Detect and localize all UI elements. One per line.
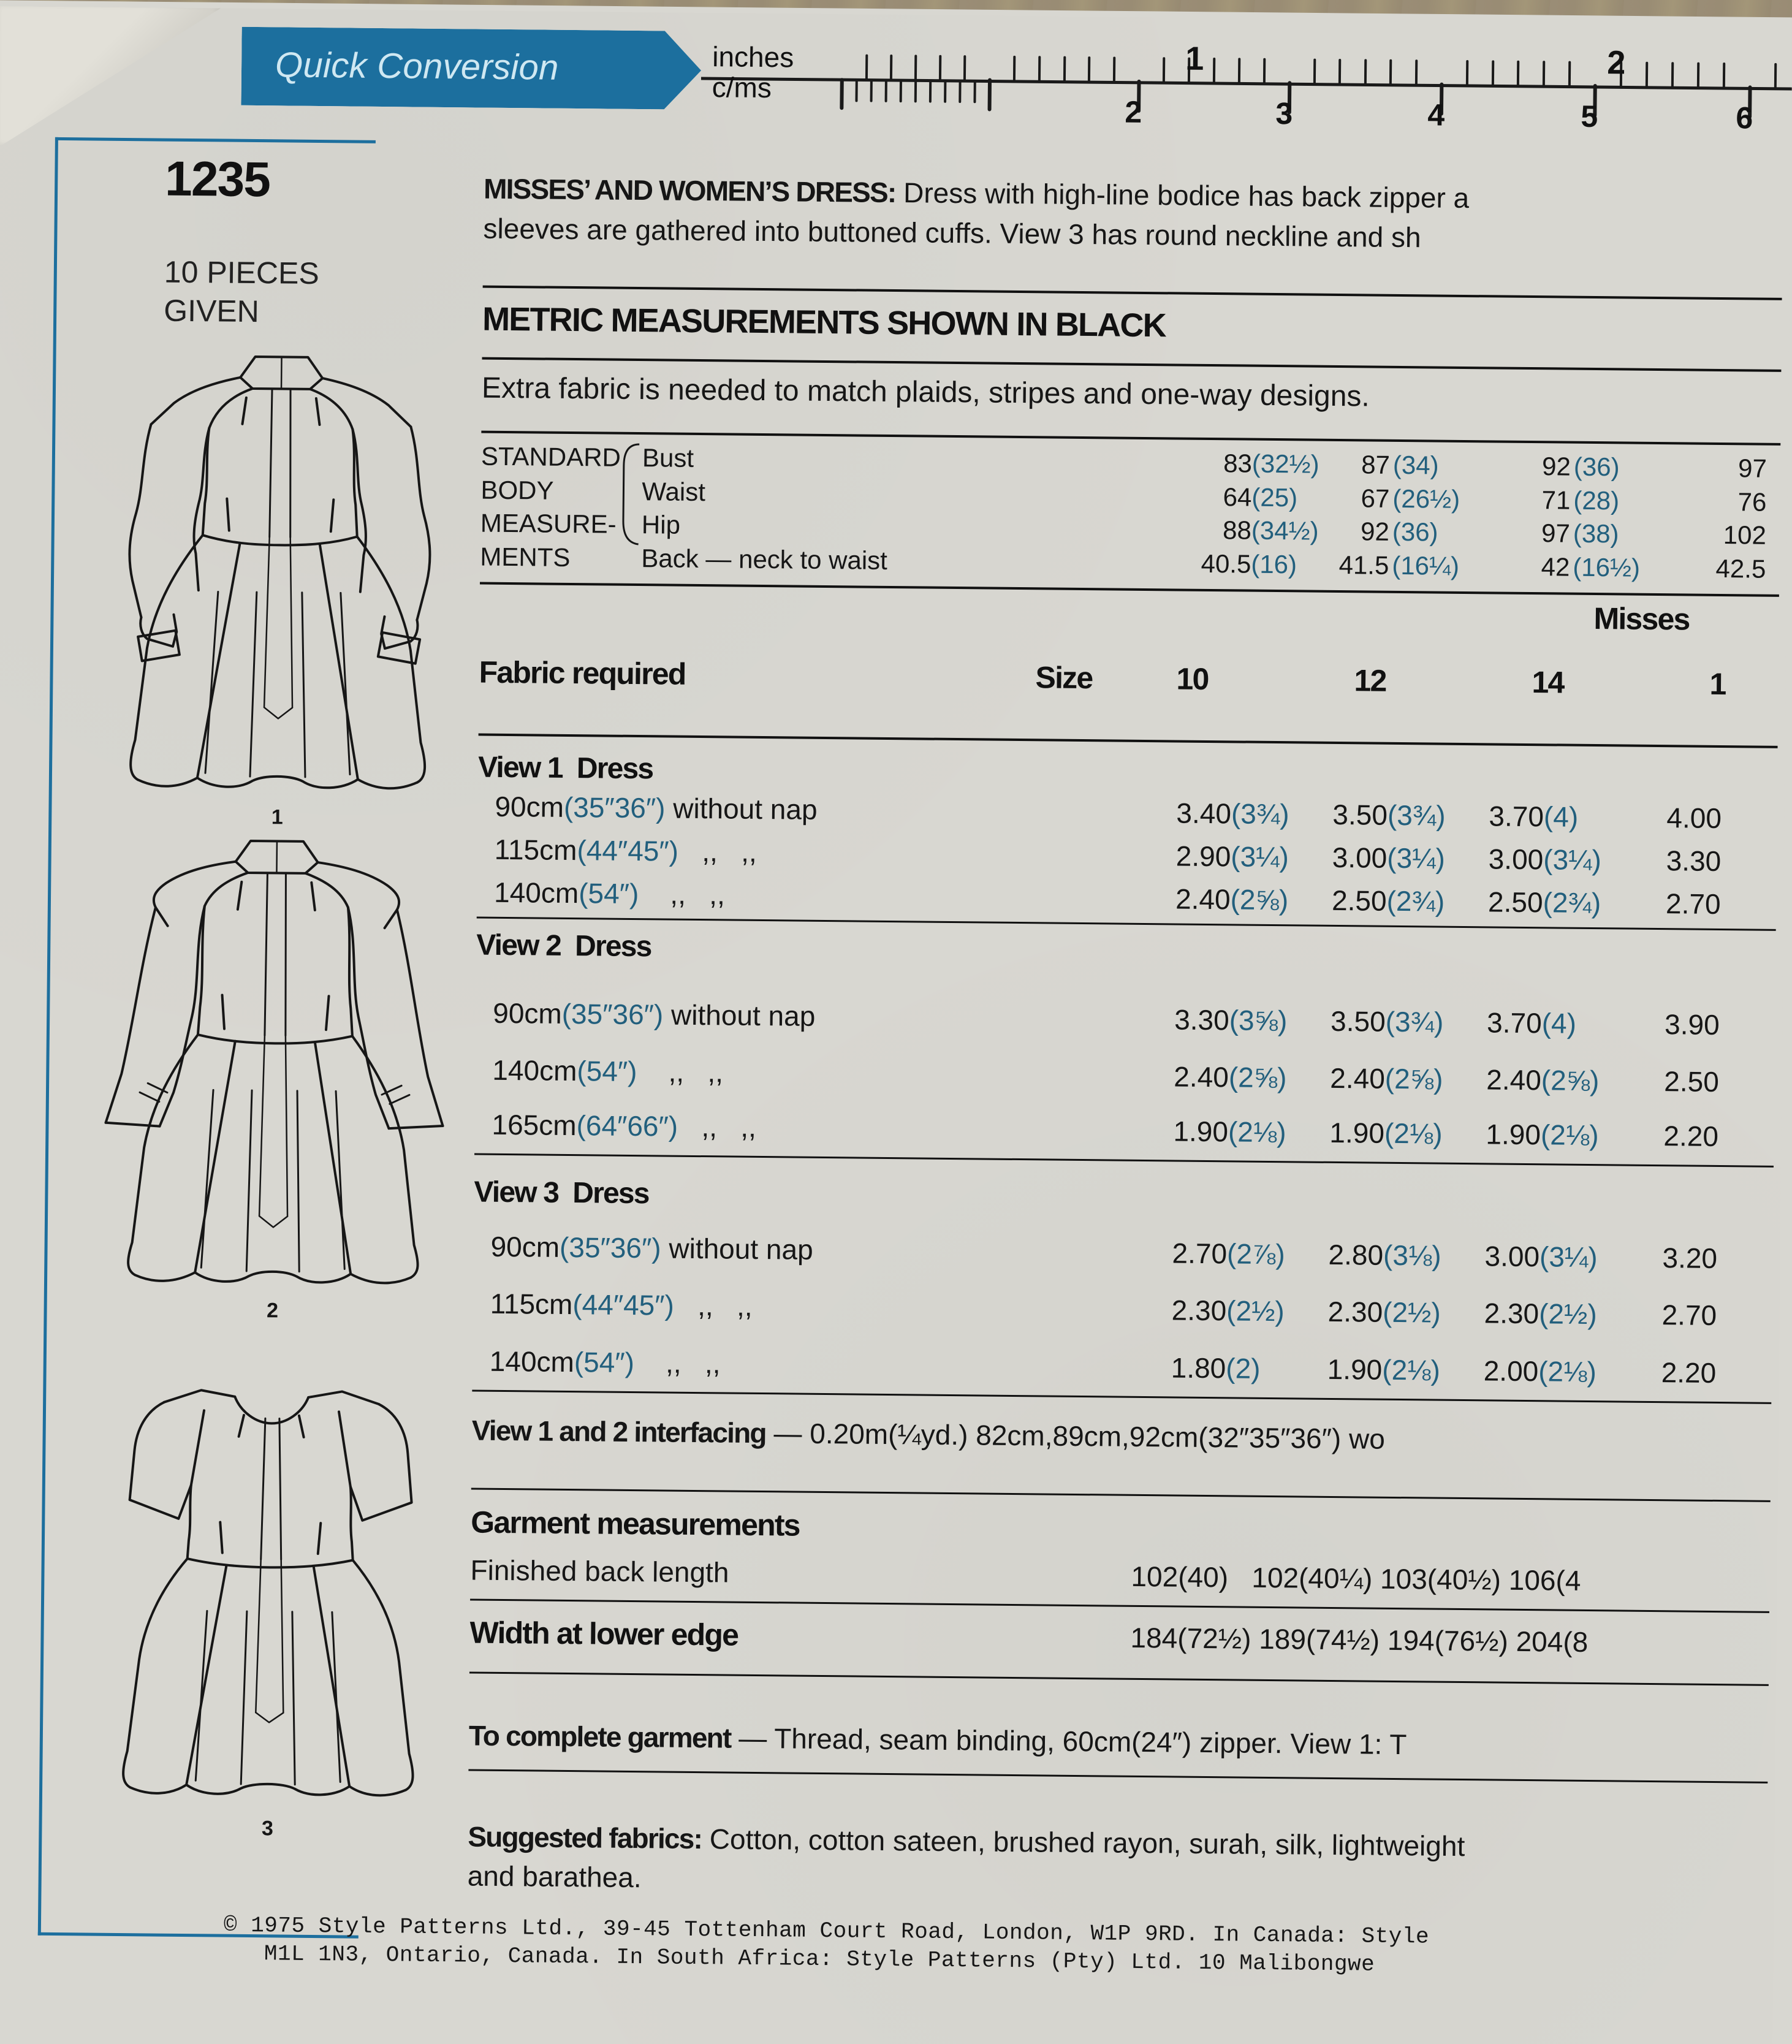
svg-text:3: 3: [262, 1817, 273, 1840]
svg-text:2: 2: [267, 1299, 278, 1322]
